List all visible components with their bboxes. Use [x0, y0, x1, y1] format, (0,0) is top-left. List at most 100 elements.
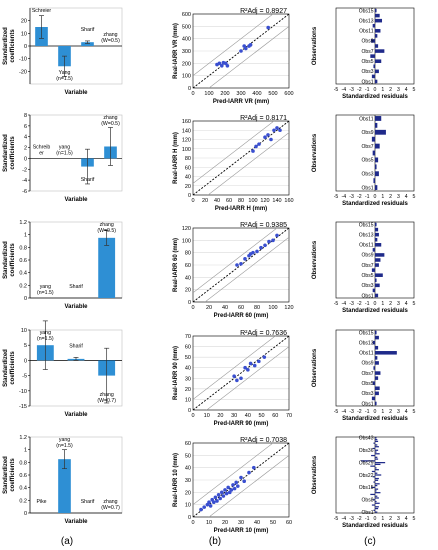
x-tick-label: -3 [349, 87, 354, 93]
x-axis-title: Variable [64, 519, 88, 525]
x-axis-title: Variable [64, 197, 88, 203]
y-tick-label: 140 [182, 128, 191, 134]
data-point [239, 261, 243, 266]
data-point [243, 365, 247, 370]
y-tick-label: 30 [185, 478, 191, 484]
residual-bar [375, 371, 381, 375]
observation-label: Obs5 [362, 59, 374, 65]
y-tick-label: 600 [182, 12, 191, 18]
category-label: Schreib er [33, 144, 51, 156]
y-tick-label: 0.6 [19, 258, 27, 264]
y-tick-label: 10 [185, 397, 191, 403]
x-tick-label: 3 [397, 516, 400, 522]
y-tick-label: -10 [19, 57, 27, 63]
plot-inner [193, 14, 289, 88]
data-point [225, 64, 230, 68]
x-axis-title: Pred-IARR 60 (mm) [214, 313, 269, 319]
residual-bar [375, 335, 379, 340]
observation-label: Obs1 [362, 401, 374, 407]
x-tick-label: 120 [260, 198, 269, 204]
y-tick-label: -5 [22, 374, 27, 380]
residual-bar [375, 330, 377, 335]
x-tick-label: 2 [389, 87, 392, 93]
observation-label: Obs3 [362, 283, 374, 289]
y-axis-title: Standardizedcoefficients [3, 241, 16, 279]
y-tick-label: -10 [19, 389, 27, 395]
data-point [235, 263, 239, 267]
data-point [239, 376, 243, 381]
plot-inner [193, 121, 289, 195]
plot-inner [193, 336, 289, 410]
residual-bar [375, 472, 378, 474]
data-point [224, 491, 229, 496]
y-tick-label: 0 [24, 358, 27, 364]
x-axis-title: Standardized residuals [342, 201, 408, 207]
category-label: zhang (W=0.5) [97, 222, 116, 234]
y-tick-label: 0.4 [19, 271, 27, 277]
y-axis-title: Observations [312, 455, 318, 494]
residual-bar [375, 283, 380, 288]
x-tick-label: 10 [206, 520, 212, 526]
y-tick-label: 20 [185, 184, 191, 190]
residual-bar [375, 227, 379, 232]
y-tick-label: 0 [188, 515, 191, 521]
x-tick-label: 0 [374, 87, 377, 93]
y-tick-label: 20 [185, 490, 191, 496]
residual-bar [375, 376, 379, 380]
panel-label-a: (a) [61, 536, 73, 547]
observation-label: Obs11 [359, 29, 374, 35]
x-tick-label: 160 [284, 198, 293, 204]
category-label: yang (n=1.5) [37, 284, 54, 296]
x-tick-label: -1 [365, 301, 370, 307]
data-point [246, 368, 250, 372]
fit-line [193, 121, 289, 195]
x-tick-label: 140 [272, 198, 281, 204]
coef-chart-a1: -20 -10 0 10 20 Schreier Yang (n=1.5) Sharif zhan… [3, 7, 123, 96]
scatter-chart-b2: 0 20 40 60 80 100 120 140 1600204060801001201401… [173, 115, 294, 212]
y-tick-label: 1.2 [19, 220, 27, 226]
residual-bar [375, 34, 378, 38]
residual-bar [375, 44, 379, 48]
residual-bar [375, 29, 381, 33]
y-tick-label: 50 [185, 355, 191, 361]
data-point [251, 250, 255, 255]
residual-bar [371, 396, 375, 401]
data-point [226, 485, 230, 490]
x-tick-label: 0 [191, 198, 194, 204]
data-point [263, 135, 267, 139]
observation-label: Obs15 [359, 222, 374, 228]
x-tick-label: 80 [254, 305, 260, 311]
x-tick-label: 0 [374, 301, 377, 307]
residual-bar [375, 59, 382, 63]
category-label: Sharif [81, 27, 95, 33]
residual-bar [375, 391, 379, 396]
r2-label: R²Adj = 0.8927 [240, 8, 287, 15]
residual-bar [375, 511, 378, 513]
residual-bar [375, 185, 378, 190]
x-axis-title: Standardized residuals [342, 94, 408, 100]
data-point [220, 64, 224, 68]
lower-bound-line [204, 237, 289, 302]
x-tick-label: 5 [413, 87, 416, 93]
data-point [231, 483, 235, 487]
residual-bar [375, 477, 379, 480]
x-axis-title: Pred-IARR H (mm) [215, 206, 267, 212]
y-axis-title: Real-IARR 60 (mm) [173, 238, 179, 292]
data-point [208, 504, 213, 508]
x-tick-label: 0 [374, 516, 377, 522]
data-point [239, 49, 243, 53]
y-tick-label: -20 [19, 69, 27, 75]
observation-label: Obs43 [359, 436, 374, 442]
residual-bar [375, 446, 379, 448]
y-tick-label: 0.2 [19, 283, 27, 289]
x-tick-label: -5 [334, 87, 339, 93]
y-tick-label: 1.2 [19, 435, 27, 441]
data-point [271, 238, 275, 243]
x-tick-label: -5 [334, 301, 339, 307]
y-tick-label: 0 [24, 296, 27, 302]
residual-bar [375, 507, 379, 510]
y-tick-label: 0 [24, 44, 27, 50]
